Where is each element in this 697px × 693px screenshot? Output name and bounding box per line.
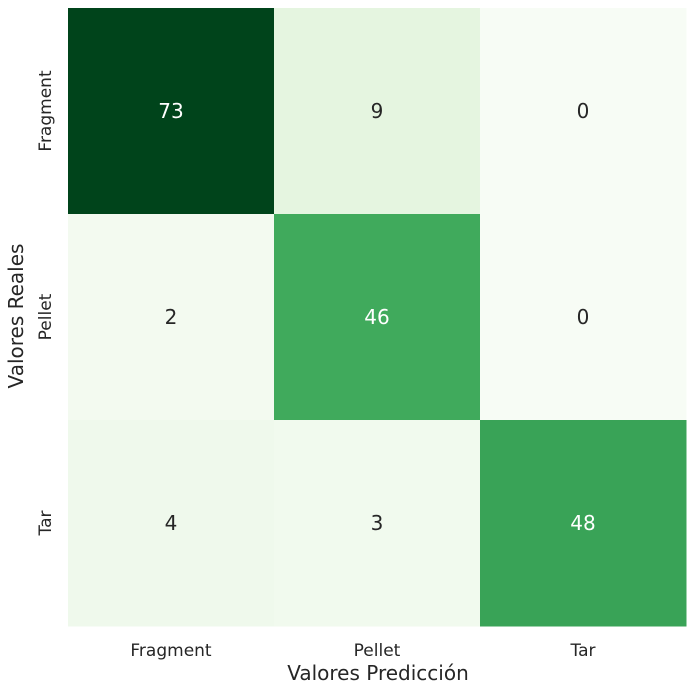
cell-value-label: 46 (364, 305, 389, 329)
cell-value-label: 48 (570, 511, 595, 535)
x-tick-label: Pellet (354, 641, 401, 661)
x-axis-title: Valores Predicción (287, 661, 469, 685)
heatmap-cell-r1-c1 (274, 214, 481, 421)
heatmap-cell-r2-c0 (68, 420, 275, 627)
cell-value-label: 0 (577, 99, 590, 123)
x-tick-label: Tar (570, 641, 596, 661)
cell-value-label: 73 (158, 99, 183, 123)
cell-value-label: 9 (371, 99, 384, 123)
heatmap-cells: 73 9 0 2 46 0 4 3 48 (68, 8, 687, 627)
cell-value-label: 2 (165, 305, 178, 329)
heatmap-cell-r0-c0 (68, 8, 275, 215)
y-tick-label: Fragment (36, 70, 56, 152)
cell-value-label: 4 (165, 511, 178, 535)
heatmap-cell-r1-c2 (480, 214, 687, 421)
heatmap-cell-r2-c2 (480, 420, 687, 627)
cell-value-label: 0 (577, 305, 590, 329)
heatmap-cell-r0-c1 (274, 8, 481, 215)
x-tick-label: Fragment (130, 641, 212, 661)
y-tick-labels: Fragment Pellet Tar (36, 70, 56, 536)
heatmap-cell-r1-c0 (68, 214, 275, 421)
cell-value-label: 3 (371, 511, 384, 535)
heatmap-cell-r0-c2 (480, 8, 687, 215)
y-axis-title: Valores Reales (4, 244, 28, 389)
heatmap-cell-r2-c1 (274, 420, 481, 627)
y-tick-label: Tar (36, 511, 56, 537)
y-tick-label: Pellet (36, 293, 56, 340)
x-tick-labels: Fragment Pellet Tar (130, 641, 595, 661)
